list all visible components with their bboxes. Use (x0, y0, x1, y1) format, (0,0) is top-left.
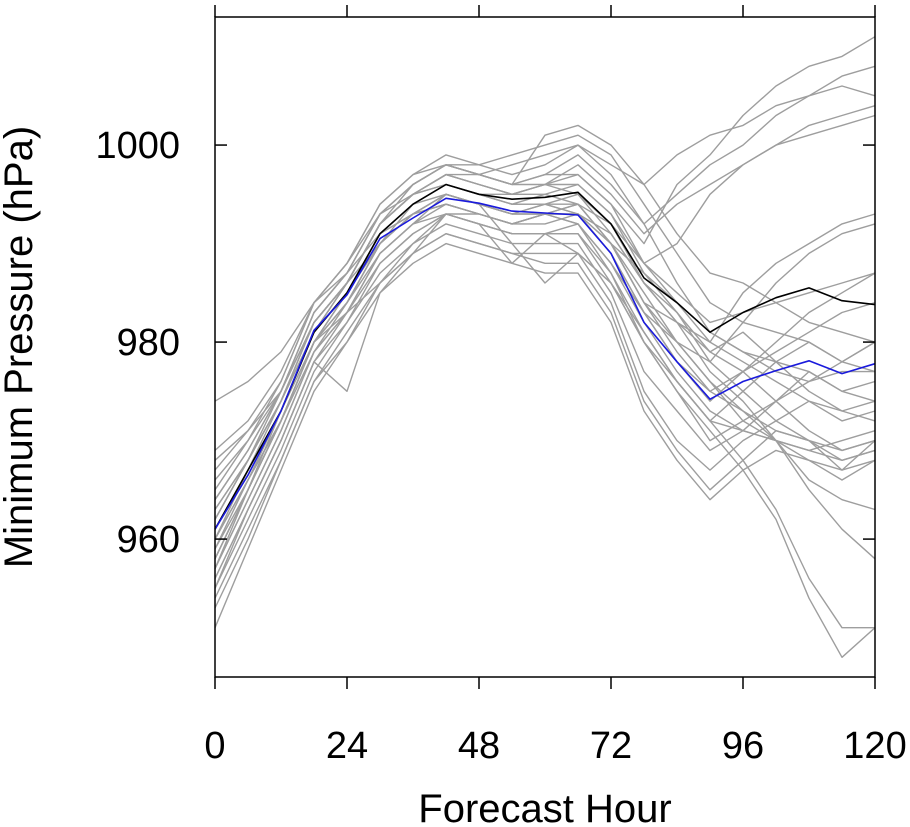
x-tick-label-96: 96 (722, 725, 764, 767)
member-line-30 (214, 124, 876, 501)
series-layer (214, 36, 876, 658)
member-line-5 (214, 114, 876, 520)
y-tick-label-1000: 1000 (95, 125, 180, 167)
y-tick-label-960: 960 (117, 519, 180, 561)
member-line-20 (214, 173, 876, 560)
plot-frame (214, 16, 876, 678)
y-axis-title: Minimum Pressure (hPa) (0, 126, 41, 568)
tick-layer (214, 5, 876, 689)
member-line-19 (214, 213, 876, 658)
member-line-17 (214, 183, 876, 530)
tick-label-layer: 0 24 48 72 96 120 960 980 1000 (95, 125, 906, 767)
x-tick-label-48: 48 (458, 725, 500, 767)
member-line-31 (214, 193, 876, 560)
member-line-12 (214, 232, 876, 599)
member-line-18 (214, 193, 875, 629)
member-line-32 (214, 213, 876, 589)
member-line-14 (214, 242, 876, 628)
member-line-8 (214, 203, 876, 510)
highlight-line-1 (214, 197, 876, 530)
highlight-line-0 (214, 183, 876, 530)
member-line-11 (214, 223, 876, 589)
member-line-29 (214, 134, 876, 520)
member-line-26 (214, 203, 876, 569)
x-tick-label-72: 72 (590, 725, 632, 767)
y-tick-label-980: 980 (117, 322, 180, 364)
x-tick-label-24: 24 (326, 725, 368, 767)
member-line-24 (214, 203, 876, 510)
x-axis-title: Forecast Hour (418, 787, 671, 827)
member-line-4 (214, 85, 876, 471)
member-line-13 (214, 232, 876, 609)
x-tick-label-0: 0 (204, 725, 225, 767)
member-line-27 (214, 213, 876, 579)
x-tick-label-120: 120 (843, 725, 906, 767)
member-line-33 (214, 203, 876, 569)
